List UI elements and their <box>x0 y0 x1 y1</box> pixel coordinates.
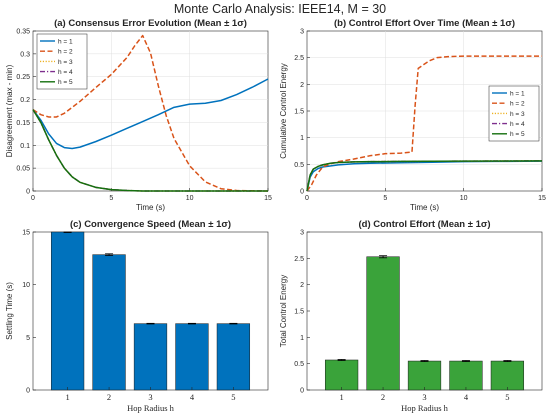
panels: (a) Consensus Error Evolution (Mean ± 1σ… <box>5 18 546 413</box>
x-tick-label: 3 <box>148 392 152 402</box>
y-tick-label: 10 <box>22 282 30 289</box>
x-tick-label: 10 <box>460 195 468 202</box>
x-tick-label: 3 <box>422 392 426 402</box>
bar-1 <box>324 359 359 391</box>
x-tick-label: 5 <box>109 195 113 202</box>
panel-c: (c) Convergence Speed (Mean ± 1σ) Settlin… <box>5 219 269 413</box>
legend: h = 1 h = 2 h = 3 h = 4 h = 5 <box>488 85 540 142</box>
y-axis-label: Total Control Energy <box>279 275 288 347</box>
series-line-h1 <box>32 78 269 150</box>
x-tick-label: 1 <box>339 392 343 402</box>
y-tick-label: 0.3 <box>20 51 30 58</box>
legend: h = 1 h = 2 h = 3 h = 4 h = 5 <box>36 33 88 90</box>
y-tick-label: 0 <box>26 388 30 395</box>
x-tick-label: 5 <box>383 195 387 202</box>
bar-5 <box>490 360 525 391</box>
x-tick-label: 0 <box>305 195 309 202</box>
x-tick-label: 1 <box>65 392 69 402</box>
x-tick-label: 15 <box>264 195 272 202</box>
legend-entry-h2: h = 2 <box>58 49 73 56</box>
y-tick-label: 2 <box>300 82 304 89</box>
series-line-h2 <box>306 55 542 192</box>
y-tick-label: 1.5 <box>294 309 304 316</box>
y-tick-label: 3 <box>300 230 304 237</box>
y-tick-label: 0 <box>300 189 304 196</box>
legend-entry-h4: h = 4 <box>510 121 525 128</box>
legend-entry-h4: h = 4 <box>58 69 73 76</box>
bar-2 <box>92 254 126 391</box>
x-axis-label: Hop Radius h <box>127 403 175 413</box>
y-axis-label: Disagreement (max - min) <box>5 64 14 157</box>
panel-a: (a) Consensus Error Evolution (Mean ± 1σ… <box>5 18 272 212</box>
legend-entry-h1: h = 1 <box>58 38 73 45</box>
bar-4 <box>449 360 483 391</box>
panel-title: (b) Control Effort Over Time (Mean ± 1σ) <box>334 18 515 29</box>
bar-3 <box>407 360 442 391</box>
legend-box <box>36 33 88 90</box>
panel-title: (c) Convergence Speed (Mean ± 1σ) <box>70 219 231 230</box>
bar-4 <box>175 323 209 391</box>
panel-d: (d) Control Effort (Mean ± 1σ) Total Cont… <box>279 219 543 413</box>
y-tick-label: 0.05 <box>16 166 30 173</box>
legend-entry-h2: h = 2 <box>510 101 525 108</box>
y-tick-label: 0.35 <box>16 29 30 36</box>
legend-entry-h5: h = 5 <box>58 79 73 86</box>
x-tick-label: 10 <box>186 195 194 202</box>
y-tick-label: 2 <box>300 282 304 289</box>
legend-box <box>488 85 540 142</box>
x-tick-label: 0 <box>31 195 35 202</box>
bar-5 <box>216 323 251 391</box>
y-tick-label: 0.25 <box>16 74 30 81</box>
x-tick-label: 5 <box>231 392 235 402</box>
y-tick-label: 1 <box>300 335 304 342</box>
x-tick-label: 5 <box>505 392 509 402</box>
y-tick-label: 0.5 <box>294 162 304 169</box>
y-tick-label: 2.5 <box>294 55 304 62</box>
x-axis-label: Hop Radius h <box>401 403 449 413</box>
y-axis-label: Settling Time (s) <box>5 282 14 340</box>
y-tick-label: 2.5 <box>294 256 304 263</box>
x-tick-label: 2 <box>107 392 111 402</box>
bar-1 <box>50 231 85 391</box>
x-tick-label: 4 <box>464 392 469 402</box>
legend-entry-h3: h = 3 <box>510 111 525 118</box>
series-line-h5 <box>32 109 268 192</box>
bar-2 <box>366 256 400 391</box>
bar-3 <box>133 323 168 391</box>
y-tick-label: 0 <box>300 388 304 395</box>
y-tick-label: 1 <box>300 135 304 142</box>
x-tick-label: 4 <box>190 392 195 402</box>
panel-b: (b) Control Effort Over Time (Mean ± 1σ)… <box>279 18 546 212</box>
x-axis-label: Time (s) <box>136 203 165 212</box>
y-tick-label: 0.5 <box>294 361 304 368</box>
legend-entry-h3: h = 3 <box>58 59 73 66</box>
panel-title: (d) Control Effort (Mean ± 1σ) <box>358 219 490 230</box>
x-axis-label: Time (s) <box>410 203 439 212</box>
y-tick-label: 15 <box>22 230 30 237</box>
y-tick-label: 0.15 <box>16 120 30 127</box>
y-tick-label: 0.1 <box>20 143 30 150</box>
x-tick-label: 15 <box>538 195 546 202</box>
y-tick-label: 5 <box>26 335 30 342</box>
panel-title: (a) Consensus Error Evolution (Mean ± 1σ… <box>54 18 247 29</box>
y-axis-label: Cumulative Control Energy <box>279 63 288 159</box>
figure-title: Monte Carlo Analysis: IEEE14, M = 30 <box>174 2 386 16</box>
series-line-h2 <box>32 34 269 192</box>
x-tick-label: 2 <box>381 392 385 402</box>
y-tick-label: 3 <box>300 29 304 36</box>
series-line-h5 <box>306 160 543 192</box>
legend-entry-h1: h = 1 <box>510 90 525 97</box>
y-tick-label: 1.5 <box>294 109 304 116</box>
y-tick-label: 0 <box>26 189 30 196</box>
legend-entry-h5: h = 5 <box>510 131 525 138</box>
y-tick-label: 0.2 <box>20 97 30 104</box>
